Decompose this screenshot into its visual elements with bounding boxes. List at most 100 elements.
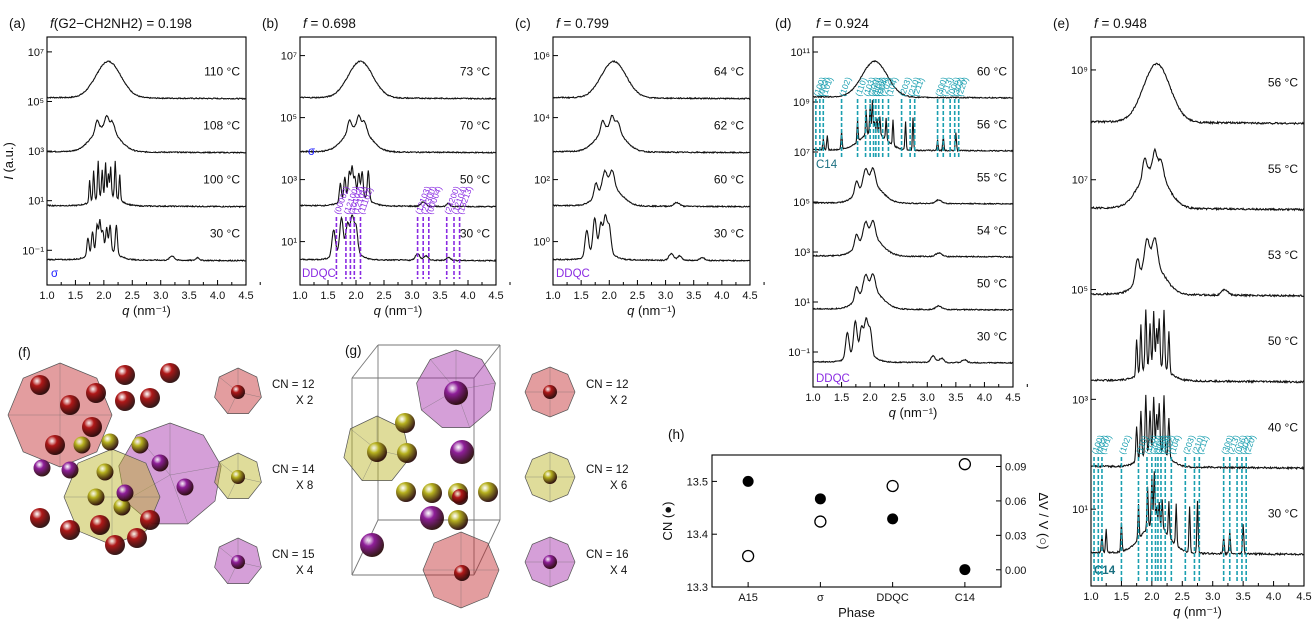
x-tick-label: A15 xyxy=(738,592,758,604)
y-tick-label: 10⁶ xyxy=(533,51,550,63)
series-trace xyxy=(46,60,247,100)
red-sphere xyxy=(60,395,80,415)
legend-sphere xyxy=(543,385,557,399)
red-sphere xyxy=(30,375,50,395)
series-label: 73 °C xyxy=(460,65,490,79)
purple-sphere xyxy=(420,506,444,530)
yellow-sphere xyxy=(96,463,114,481)
red-sphere xyxy=(82,417,102,437)
panel-label: (a) xyxy=(9,16,26,31)
chart-panel-b: 1.0 1.5 2.0 2.5 3.0 3.5 4.0 4.5 10⁷ 10⁵ 10³ 10¹ q (n… xyxy=(262,16,511,318)
series-label: 108 °C xyxy=(203,119,240,133)
x-tick-label: 2.5 xyxy=(125,290,140,302)
polyhedron-edge xyxy=(169,474,189,524)
series-trace xyxy=(812,167,1014,206)
series-trace xyxy=(46,114,247,154)
x-axis-label: q (nm⁻¹) xyxy=(627,303,676,318)
y-tick-label: 10⁻¹ xyxy=(788,347,810,359)
series-trace xyxy=(552,168,751,209)
x-tick-label: 1.5 xyxy=(320,290,335,302)
panel-title: f(G2−CH2NH2) = 0.198 xyxy=(50,16,192,31)
series-label: 55 °C xyxy=(1268,162,1298,176)
panel-label: (h) xyxy=(668,427,685,442)
x-tick-label: DDQC xyxy=(876,592,908,604)
red-sphere xyxy=(60,520,80,540)
chart-panel-c: 1.0 1.5 2.0 2.5 3.0 3.5 4.0 4.5 10⁶ 10⁴ 10² 10⁰ q (n… xyxy=(515,16,765,318)
y-tick-label: 10¹ xyxy=(794,297,810,309)
yellow-sphere xyxy=(478,482,498,502)
x-tick-label: C14 xyxy=(955,592,975,604)
x-tick-label: 4.5 xyxy=(488,290,503,302)
y-tick-label: 10³ xyxy=(28,146,44,158)
y-tick-label: 10⁵ xyxy=(27,96,44,108)
series-label: 54 °C xyxy=(977,223,1007,237)
structure-panel-g: (g) CN = 12 X 2 CN = 12 X 6 CN = 16 X 4 xyxy=(343,343,629,609)
dv-point xyxy=(741,549,755,563)
purple-sphere xyxy=(176,478,194,496)
x-tick-label: 3.0 xyxy=(153,290,168,302)
multiplicity: X 4 xyxy=(296,565,314,577)
series-trace xyxy=(46,160,247,209)
red-sphere xyxy=(127,528,147,548)
y-axis-label-right: ΔV / V (○) xyxy=(1036,493,1051,550)
unit-cell-edge xyxy=(351,344,379,379)
series-trace xyxy=(299,60,497,100)
yellow-sphere xyxy=(113,498,131,516)
multiplicity: X 6 xyxy=(610,480,627,492)
coordination-number: CN = 15 xyxy=(272,549,315,561)
coordination-number: CN = 12 xyxy=(272,379,315,391)
series-label: 30 °C xyxy=(977,329,1007,343)
series-label: 30 °C xyxy=(714,227,744,241)
phase-label-ddqc: DDQC xyxy=(816,373,850,385)
y-tick-label: 10⁷ xyxy=(1072,175,1088,187)
y-tick-label: 10⁷ xyxy=(794,147,810,159)
y-tick-label: 10⁴ xyxy=(533,113,550,125)
series-label: 56 °C xyxy=(977,117,1007,131)
series-trace xyxy=(812,273,1014,312)
x-tick-label: 4.0 xyxy=(1266,591,1281,603)
x-tick-label: 3.0 xyxy=(404,290,419,302)
y-tick-label: 10⁹ xyxy=(793,97,810,109)
x-axis-label: q (nm⁻¹) xyxy=(374,303,423,318)
x-tick-label: 3.5 xyxy=(1235,591,1250,603)
panel-label: (g) xyxy=(345,343,362,358)
coordination-number: CN = 14 xyxy=(272,464,315,476)
y-axis-label-left: CN (●) xyxy=(660,502,675,541)
cn-point xyxy=(887,513,899,525)
y-right-tick-label: 0.03 xyxy=(1005,530,1026,542)
x-tick-label: 4.5 xyxy=(238,290,253,302)
series-trace xyxy=(1090,62,1305,126)
x-tick-label: 1.0 xyxy=(805,392,820,404)
x-axis-label: q (nm⁻¹) xyxy=(889,405,938,420)
x-tick-label: 1.5 xyxy=(834,392,849,404)
x-tick-label: 3.5 xyxy=(432,290,447,302)
x-tick-label: 4.0 xyxy=(977,392,992,404)
series-label: 60 °C xyxy=(977,64,1007,78)
yellow-sphere xyxy=(87,488,105,506)
x-tick-label: 1.0 xyxy=(545,290,560,302)
yellow-sphere xyxy=(395,413,415,433)
y-tick-label: 10⁷ xyxy=(281,51,297,63)
multiplicity: X 2 xyxy=(610,395,627,407)
x-tick-label: 3.0 xyxy=(658,290,673,302)
series-label: 30 °C xyxy=(1268,507,1298,521)
unit-cell-edge xyxy=(473,519,501,576)
y-right-tick-label: 0.09 xyxy=(1005,461,1026,473)
y-tick-label: 10⁵ xyxy=(793,197,810,209)
purple-sphere xyxy=(116,484,134,502)
x-axis-label: q (nm⁻¹) xyxy=(122,303,171,318)
y-tick-label: 10¹¹ xyxy=(790,47,810,59)
red-sphere xyxy=(90,515,110,535)
y-tick-label: 10⁻¹ xyxy=(22,245,44,257)
x-tick-label: 2.5 xyxy=(891,392,906,404)
x-tick-label: 4.0 xyxy=(210,290,225,302)
series-trace xyxy=(1090,147,1305,212)
x-tick-label: σ xyxy=(817,592,824,604)
y-tick-label: 13.5 xyxy=(687,476,708,488)
chart-panel-e: 1.0 1.5 2.0 2.5 3.0 3.5 4.0 4.5 10⁹ 10⁷ 10⁵ 10³ 10¹ q… xyxy=(1053,16,1312,619)
x-tick-label: 1.5 xyxy=(1114,591,1129,603)
panel-label: (f) xyxy=(18,345,31,360)
series-trace xyxy=(812,60,1014,100)
panel-label: (c) xyxy=(515,16,531,31)
